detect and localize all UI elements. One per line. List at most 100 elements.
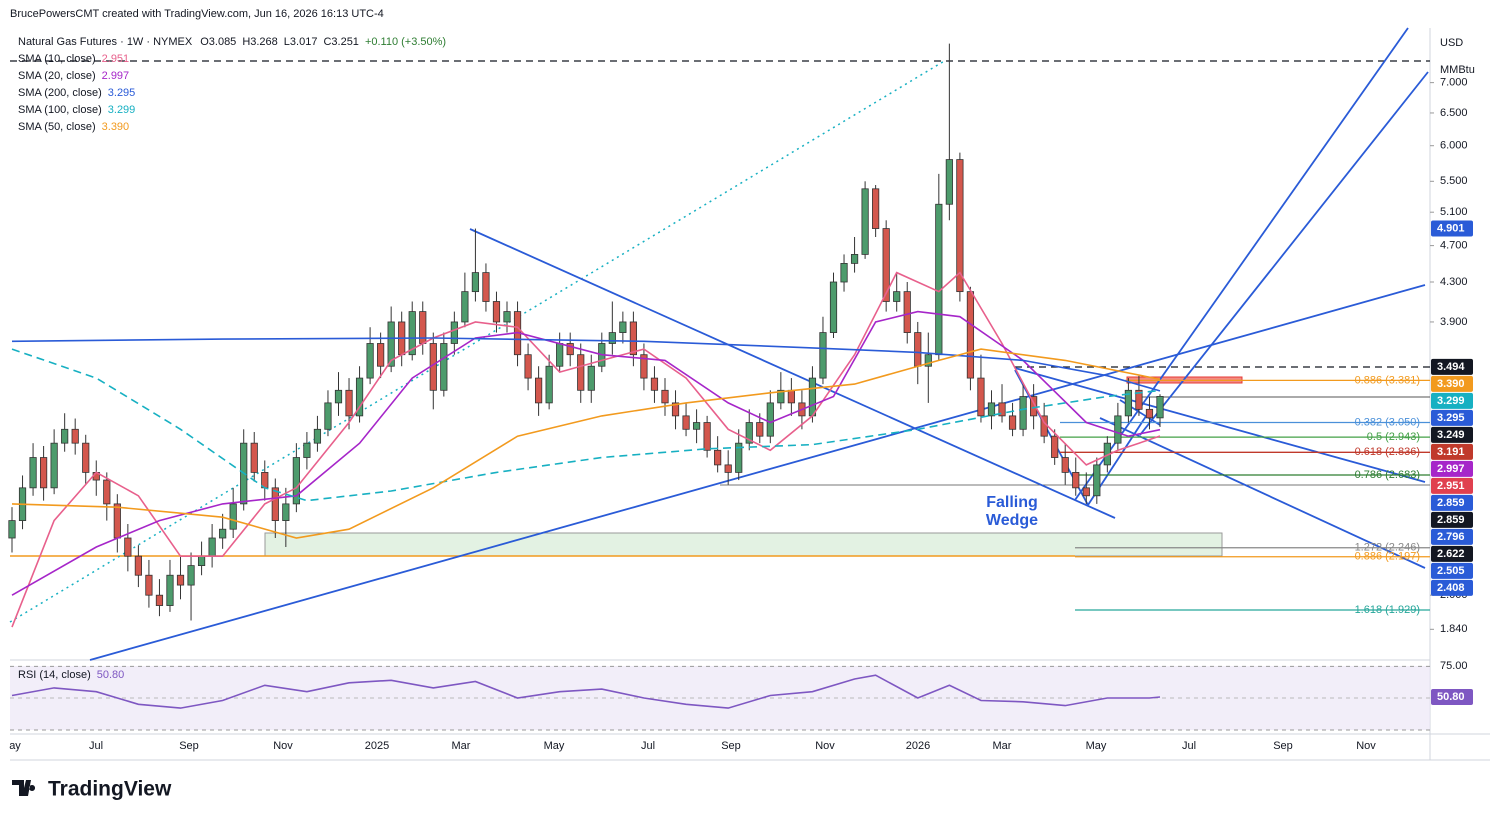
- legend-label: SMA (20, close): [18, 70, 96, 82]
- candle-body: [82, 442, 90, 473]
- candle-body: [187, 565, 195, 586]
- x-tick-label: Sep: [1273, 740, 1293, 752]
- candle-body: [1145, 408, 1154, 419]
- candle-body: [1135, 389, 1143, 410]
- candle-body: [440, 343, 448, 391]
- trend-line: [1139, 71, 1429, 436]
- price-badge: [1431, 494, 1473, 511]
- y-tick-label: 4.700: [1440, 240, 1468, 252]
- candle-body: [50, 442, 58, 489]
- y-tick-label: 6.000: [1440, 140, 1468, 152]
- price-badge-label: 2.622: [1437, 548, 1465, 560]
- trend-lines: [89, 27, 1429, 661]
- candle-body: [745, 422, 753, 444]
- x-tick-label: Nov: [1356, 740, 1376, 752]
- candle-body: [387, 321, 395, 367]
- candle-body: [1093, 464, 1101, 497]
- candle-body: [282, 503, 290, 521]
- x-tick-label: Sep: [179, 740, 199, 752]
- footer-logo: TradingView: [48, 778, 172, 801]
- trend-line: [469, 228, 1116, 519]
- candle-body: [619, 321, 627, 333]
- x-tick-label: 2025: [365, 740, 389, 752]
- candle-body: [1019, 396, 1027, 430]
- candle-body: [1061, 457, 1069, 473]
- x-tick-label: May: [1086, 740, 1107, 752]
- fib-label: 1.272 (2.246): [1355, 542, 1420, 554]
- candle-body: [977, 377, 985, 417]
- price-badge: [1431, 545, 1473, 562]
- candle-body: [640, 354, 648, 379]
- candle-body: [124, 537, 132, 557]
- candle-body: [71, 428, 79, 444]
- rsi-tick-label: 75.00: [1440, 660, 1468, 672]
- x-tick-label: Jul: [89, 740, 103, 752]
- candle-body: [134, 555, 142, 576]
- candle-body: [787, 389, 795, 404]
- candle-body: [682, 415, 690, 430]
- candle-body: [345, 389, 353, 417]
- candle-body: [1156, 396, 1164, 419]
- candle-body: [8, 520, 16, 539]
- fib-label: 0.382 (3.050): [1355, 416, 1420, 428]
- candle-body: [503, 311, 511, 323]
- plot: 0.886 (3.381) 0.382 (3.050) 0.5 (2.943) 0.6…: [8, 43, 1430, 709]
- legend-label: SMA (50, close): [18, 121, 96, 133]
- candle-body: [671, 402, 680, 417]
- price-badge-label: 3.494: [1437, 361, 1465, 373]
- candle-body: [945, 159, 953, 205]
- trend-line: [89, 284, 1426, 661]
- candle-body: [587, 365, 595, 391]
- currency: USD: [1440, 37, 1463, 49]
- y-tick-label: 4.300: [1440, 276, 1468, 288]
- fib-label: 0.5 (2.943): [1367, 431, 1420, 443]
- price-badge: [1431, 426, 1473, 443]
- price-badge: [1431, 358, 1473, 375]
- candle-body: [471, 272, 480, 293]
- price-badge: [1431, 477, 1473, 494]
- candle-body: [556, 343, 564, 367]
- candle-body: [777, 389, 785, 404]
- x-tick-label: Jul: [641, 740, 655, 752]
- ohlc-value: L3.017: [284, 36, 318, 48]
- candle-body: [39, 457, 48, 489]
- x-tick-label: Jul: [1182, 740, 1196, 752]
- candle-body: [271, 487, 279, 521]
- candle-body: [629, 321, 637, 356]
- candle-body: [692, 422, 701, 430]
- candle-body: [714, 449, 722, 466]
- candle-body: [545, 365, 553, 404]
- candle-body: [850, 254, 859, 264]
- rsi-band: [10, 666, 1430, 730]
- x-tick-label: 2026: [906, 740, 930, 752]
- x-tick-label: May: [544, 740, 565, 752]
- legend-label: SMA (100, close): [18, 104, 102, 116]
- trend-line: [1014, 367, 1426, 483]
- header: BrucePowersCMT created with TradingView.…: [10, 8, 384, 20]
- candle-body: [998, 402, 1006, 417]
- price-badge: [1431, 220, 1473, 237]
- fib-label: 0.618 (2.836): [1355, 446, 1420, 458]
- price-badge: [1431, 511, 1473, 528]
- candle-body: [819, 332, 827, 379]
- legend-value: 2.951: [102, 53, 130, 65]
- price-badge-label: 3.249: [1437, 429, 1465, 441]
- sma-line: [11, 337, 1161, 392]
- candle-body: [766, 402, 774, 437]
- candle-body: [756, 422, 764, 437]
- candle-body: [1072, 472, 1080, 489]
- candle-body: [1030, 396, 1038, 417]
- candle-body: [987, 402, 996, 417]
- price-badge-label: 2.951: [1437, 480, 1465, 492]
- candle-body: [208, 537, 216, 557]
- ohlc-value: +0.110 (+3.50%): [365, 36, 446, 48]
- candle-body: [1008, 415, 1017, 430]
- candle-body: [1114, 415, 1122, 444]
- candle-body: [703, 422, 711, 451]
- chart-title: Natural Gas Futures · 1W · NYMEX: [18, 36, 193, 48]
- sma-line: [11, 348, 1161, 502]
- rsi-badge: [1431, 688, 1473, 705]
- y-tick-label: 1.840: [1440, 623, 1468, 635]
- y-tick-label: 3.900: [1440, 316, 1468, 328]
